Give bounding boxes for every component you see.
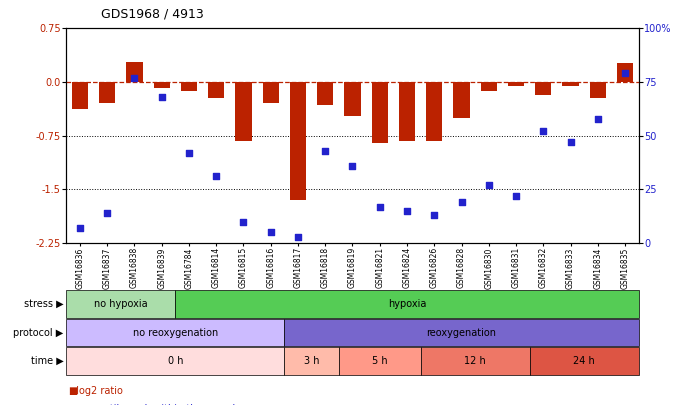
Point — [374, 203, 385, 210]
Text: no hypoxia: no hypoxia — [94, 299, 148, 309]
Point — [537, 128, 549, 134]
Point — [75, 225, 86, 231]
Text: 12 h: 12 h — [464, 356, 486, 366]
Text: 5 h: 5 h — [372, 356, 387, 366]
Bar — [339, 347, 421, 375]
Text: log2 ratio: log2 ratio — [70, 386, 123, 396]
Bar — [426, 82, 443, 141]
Point — [102, 210, 113, 216]
Point — [347, 162, 358, 169]
Bar — [154, 82, 170, 88]
Point — [238, 218, 249, 225]
Point — [156, 94, 168, 100]
Text: percentile rank within the sample: percentile rank within the sample — [70, 404, 241, 405]
Point — [129, 75, 140, 81]
Bar — [530, 347, 639, 375]
Bar — [371, 82, 388, 143]
Point — [401, 207, 413, 214]
Text: reoxygenation: reoxygenation — [426, 328, 496, 337]
Bar — [290, 82, 306, 200]
Bar — [421, 347, 530, 375]
Bar — [235, 82, 252, 141]
Text: hypoxia: hypoxia — [388, 299, 426, 309]
Text: no reoxygenation: no reoxygenation — [133, 328, 218, 337]
Point — [265, 229, 276, 236]
Bar — [481, 82, 497, 91]
Bar — [508, 82, 524, 86]
Bar — [590, 82, 606, 98]
Bar — [66, 290, 175, 318]
Bar — [72, 82, 88, 109]
Text: 24 h: 24 h — [573, 356, 595, 366]
Bar — [66, 319, 284, 346]
Bar — [99, 82, 115, 104]
Point — [510, 192, 521, 199]
Point — [320, 147, 331, 154]
Point — [456, 199, 467, 205]
Point — [592, 115, 603, 122]
Text: ■: ■ — [68, 386, 77, 396]
Point — [429, 212, 440, 218]
Bar — [453, 82, 470, 118]
Point — [292, 233, 304, 240]
Bar — [535, 82, 551, 95]
Bar — [262, 82, 279, 104]
Bar — [317, 82, 334, 105]
Text: 3 h: 3 h — [304, 356, 320, 366]
Text: ■: ■ — [68, 404, 77, 405]
Bar — [208, 82, 224, 98]
Point — [619, 70, 630, 77]
Bar — [284, 319, 639, 346]
Bar — [284, 347, 339, 375]
Bar — [126, 62, 142, 82]
Bar — [66, 347, 284, 375]
Point — [211, 173, 222, 180]
Text: time ▶: time ▶ — [31, 356, 64, 366]
Bar — [617, 63, 633, 82]
Text: 0 h: 0 h — [168, 356, 183, 366]
Text: GDS1968 / 4913: GDS1968 / 4913 — [101, 7, 204, 20]
Bar — [175, 290, 639, 318]
Bar — [344, 82, 361, 116]
Text: stress ▶: stress ▶ — [24, 299, 64, 309]
Bar — [399, 82, 415, 141]
Point — [184, 149, 195, 156]
Bar — [563, 82, 579, 85]
Bar — [181, 82, 197, 91]
Point — [565, 139, 576, 145]
Point — [483, 182, 494, 188]
Text: protocol ▶: protocol ▶ — [13, 328, 64, 337]
